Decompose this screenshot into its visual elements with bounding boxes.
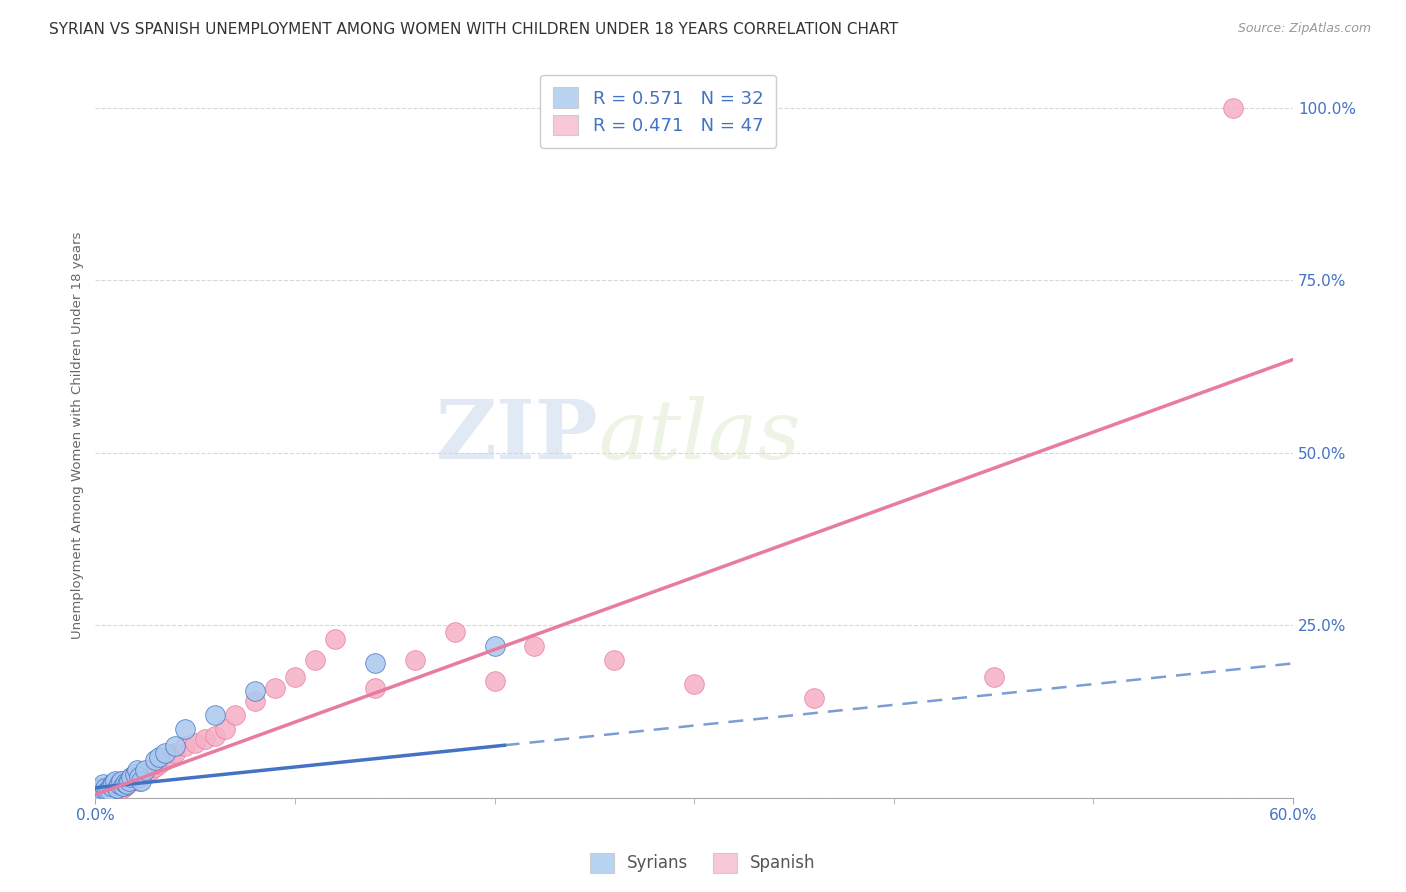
Point [117, 777, 139, 791]
Point [100, 779, 122, 793]
Point [204, 708, 226, 723]
Point [104, 776, 127, 790]
Point [1222, 101, 1244, 115]
Point [108, 777, 131, 791]
Point [96, 782, 118, 797]
Point [96, 784, 118, 798]
Point [98, 780, 121, 795]
Point [100, 779, 122, 793]
Point [124, 770, 146, 784]
Point [127, 764, 149, 778]
Legend: R = 0.571   N = 32, R = 0.471   N = 47: R = 0.571 N = 32, R = 0.471 N = 47 [540, 75, 776, 148]
Point [103, 777, 125, 791]
Point [94, 780, 117, 795]
Point [134, 764, 156, 778]
Point [117, 777, 139, 791]
Point [110, 773, 132, 788]
Point [98, 782, 121, 797]
Point [803, 690, 825, 705]
Point [224, 708, 246, 723]
Point [114, 776, 136, 790]
Point [304, 653, 326, 667]
Point [90, 780, 112, 795]
Point [174, 722, 197, 736]
Point [134, 767, 156, 781]
Legend: Syrians, Spanish: Syrians, Spanish [583, 847, 823, 880]
Point [404, 653, 426, 667]
Point [128, 770, 150, 784]
Point [120, 770, 142, 784]
Point [603, 653, 626, 667]
Point [484, 673, 506, 688]
Text: ZIP: ZIP [436, 395, 599, 475]
Point [129, 773, 152, 788]
Point [264, 681, 287, 695]
Point [143, 760, 166, 774]
Point [155, 746, 177, 760]
Point [484, 639, 506, 653]
Point [94, 780, 117, 795]
Point [165, 746, 187, 760]
Point [683, 677, 706, 691]
Point [243, 684, 266, 698]
Point [174, 739, 197, 754]
Point [243, 694, 266, 708]
Point [112, 779, 135, 793]
Point [184, 736, 207, 750]
Point [124, 767, 146, 781]
Point [105, 779, 128, 793]
Point [160, 749, 183, 764]
Point [118, 773, 141, 788]
Point [105, 780, 128, 795]
Point [443, 625, 465, 640]
Point [284, 670, 307, 684]
Point [103, 776, 125, 790]
Point [86, 784, 108, 798]
Point [155, 753, 177, 767]
Point [89, 782, 111, 797]
Text: atlas: atlas [599, 395, 801, 475]
Point [364, 681, 387, 695]
Point [86, 784, 108, 798]
Point [364, 657, 387, 671]
Point [148, 749, 170, 764]
Text: SYRIAN VS SPANISH UNEMPLOYMENT AMONG WOMEN WITH CHILDREN UNDER 18 YEARS CORRELAT: SYRIAN VS SPANISH UNEMPLOYMENT AMONG WOM… [49, 22, 898, 37]
Point [148, 756, 170, 771]
Point [214, 722, 236, 736]
Point [112, 780, 135, 795]
Point [523, 639, 546, 653]
Point [165, 739, 187, 754]
Point [118, 773, 141, 788]
Point [143, 753, 166, 767]
Y-axis label: Unemployment Among Women with Children Under 18 years: Unemployment Among Women with Children U… [72, 232, 84, 640]
Point [983, 670, 1005, 684]
Point [90, 780, 112, 795]
Point [114, 779, 136, 793]
Point [104, 773, 127, 788]
Point [110, 773, 132, 788]
Point [91, 777, 114, 791]
Point [120, 770, 142, 784]
Point [204, 729, 226, 743]
Text: Source: ZipAtlas.com: Source: ZipAtlas.com [1237, 22, 1371, 36]
Point [194, 732, 217, 747]
Point [108, 777, 131, 791]
Point [141, 764, 163, 778]
Point [91, 784, 114, 798]
Point [323, 632, 346, 647]
Point [128, 773, 150, 788]
